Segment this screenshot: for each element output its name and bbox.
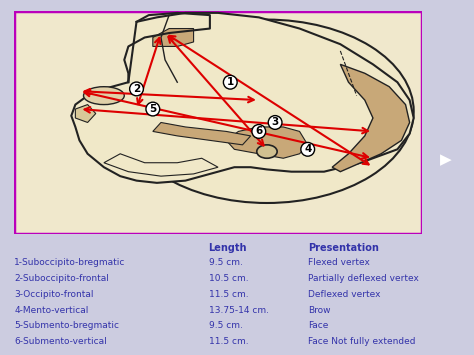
FancyBboxPatch shape xyxy=(14,11,422,234)
Polygon shape xyxy=(104,154,218,176)
Text: 6-Submento-vertical: 6-Submento-vertical xyxy=(14,337,107,346)
Text: Flexed vertex: Flexed vertex xyxy=(308,258,370,267)
Text: 6: 6 xyxy=(255,126,263,136)
Text: 13.75-14 cm.: 13.75-14 cm. xyxy=(209,306,269,315)
Polygon shape xyxy=(71,13,414,183)
Text: Face Not fully extended: Face Not fully extended xyxy=(308,337,416,346)
Text: 2-Suboccipito-frontal: 2-Suboccipito-frontal xyxy=(14,274,109,283)
Ellipse shape xyxy=(83,87,124,105)
Text: Brow: Brow xyxy=(308,306,330,315)
Text: 1: 1 xyxy=(227,77,234,87)
Polygon shape xyxy=(226,127,308,158)
Text: 1-Suboccipito-bregmatic: 1-Suboccipito-bregmatic xyxy=(14,258,126,267)
Text: 10.5 cm.: 10.5 cm. xyxy=(209,274,248,283)
Polygon shape xyxy=(75,105,96,122)
Text: Partially deflexed vertex: Partially deflexed vertex xyxy=(308,274,419,283)
Ellipse shape xyxy=(120,20,414,203)
Polygon shape xyxy=(332,64,410,172)
Text: 3: 3 xyxy=(272,118,279,127)
Polygon shape xyxy=(153,122,251,145)
Text: 3-Occipito-frontal: 3-Occipito-frontal xyxy=(14,290,94,299)
Text: 9.5 cm.: 9.5 cm. xyxy=(209,321,242,330)
Text: 11.5 cm.: 11.5 cm. xyxy=(209,337,248,346)
Text: 5-Submento-bregmatic: 5-Submento-bregmatic xyxy=(14,321,119,330)
Text: Deflexed vertex: Deflexed vertex xyxy=(308,290,381,299)
Text: Length: Length xyxy=(209,243,247,253)
Text: Face: Face xyxy=(308,321,328,330)
Text: 4-Mento-vertical: 4-Mento-vertical xyxy=(14,306,89,315)
Text: Presentation: Presentation xyxy=(308,243,379,253)
Text: 2: 2 xyxy=(133,84,140,94)
Text: 9.5 cm.: 9.5 cm. xyxy=(209,258,242,267)
Polygon shape xyxy=(153,28,193,47)
Ellipse shape xyxy=(257,145,277,158)
Text: 11.5 cm.: 11.5 cm. xyxy=(209,290,248,299)
Text: ▶: ▶ xyxy=(440,152,451,167)
Text: 4: 4 xyxy=(304,144,311,154)
Text: 5: 5 xyxy=(149,104,156,114)
